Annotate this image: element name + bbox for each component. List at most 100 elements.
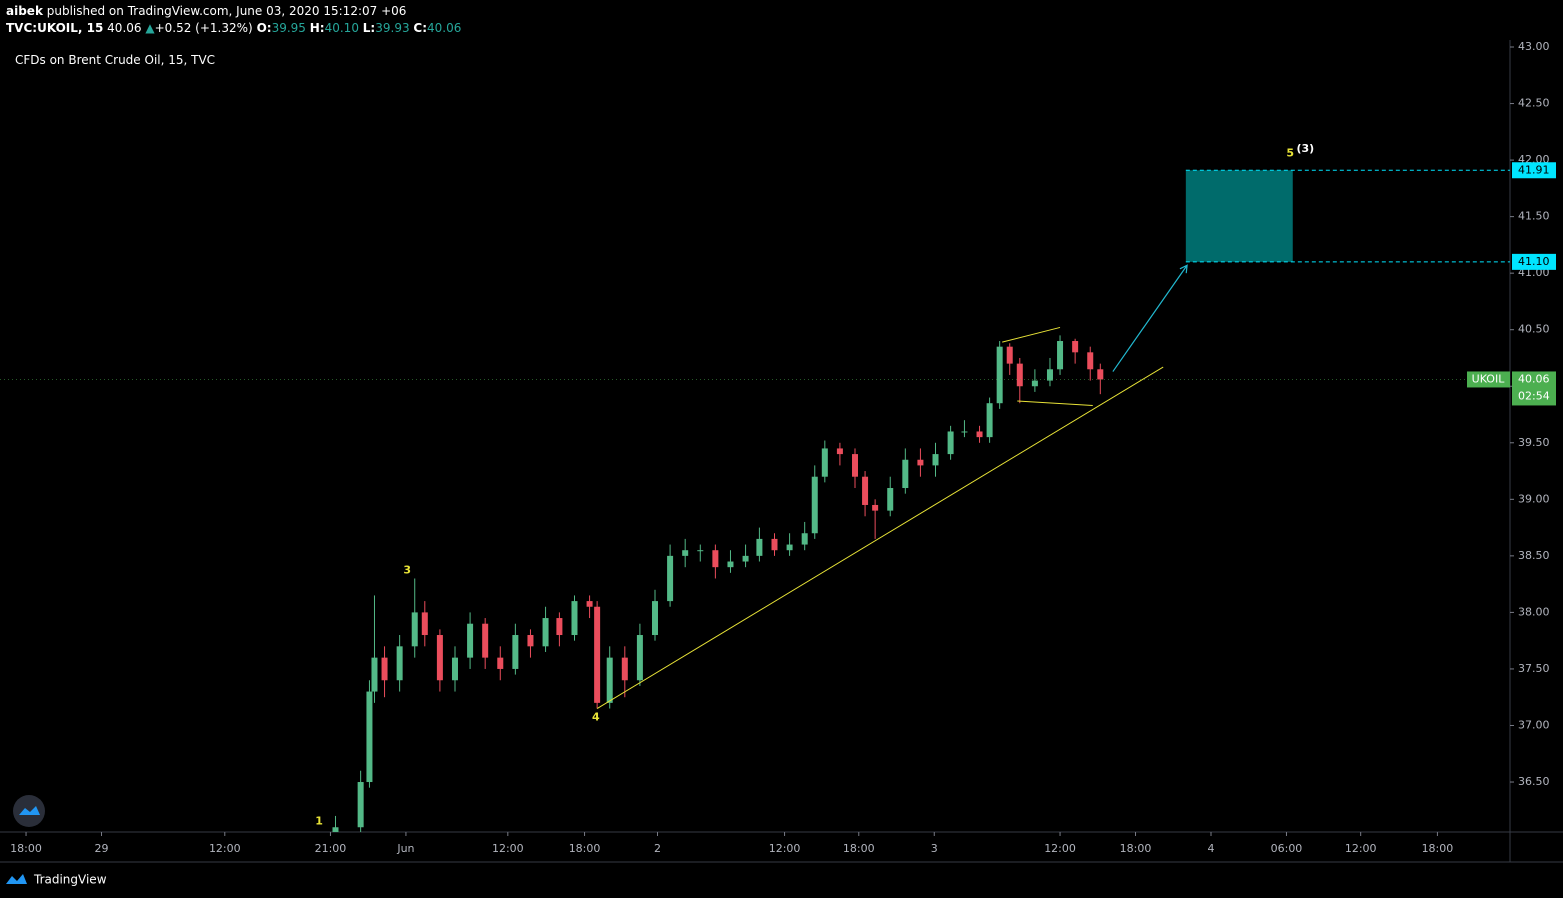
- y-tick-label: 38.50: [1518, 549, 1550, 562]
- author: aibek: [6, 4, 43, 18]
- candle-body: [947, 431, 954, 455]
- candle-body: [821, 448, 828, 477]
- candle-body: [862, 476, 869, 505]
- candle-body: [1072, 341, 1079, 353]
- candle-body: [527, 635, 534, 647]
- x-tick-label: 21:00: [315, 842, 347, 855]
- symbol: TVC:UKOIL, 15: [6, 21, 104, 35]
- candle-body: [512, 635, 519, 669]
- price-tag-label: 40.06: [1518, 372, 1550, 385]
- c: 40.06: [427, 21, 462, 35]
- candle-body: [497, 657, 504, 669]
- candle-body: [381, 657, 388, 681]
- o: 39.95: [271, 21, 306, 35]
- wave-label: 4: [592, 711, 600, 724]
- candle-body: [436, 635, 443, 681]
- o-label: O:: [256, 21, 272, 35]
- x-tick-label: 12:00: [209, 842, 241, 855]
- arrow: ▲: [145, 21, 155, 35]
- legend: CFDs on Brent Crude Oil, 15, TVC: [15, 53, 216, 67]
- c-label: C:: [413, 21, 428, 35]
- header-line: aibek published on TradingView.com, June…: [6, 4, 406, 18]
- candle-body: [451, 657, 458, 681]
- published: published on TradingView.com, June 03, 2…: [46, 4, 407, 18]
- x-tick-label: 12:00: [492, 842, 524, 855]
- price-tag: [1512, 162, 1556, 179]
- candle-body: [811, 476, 818, 534]
- y-tick-label: 41.50: [1518, 210, 1550, 223]
- symbol-tag: [1467, 371, 1510, 388]
- arrow: [1112, 264, 1188, 372]
- change: +0.52 (+1.32%): [154, 21, 253, 35]
- y-tick-label: 36.50: [1518, 775, 1550, 788]
- candle-body: [852, 454, 859, 477]
- candle-body: [586, 601, 593, 607]
- countdown-label: 02:54: [1518, 389, 1550, 402]
- candle-body: [571, 601, 578, 636]
- candle-body: [697, 550, 704, 552]
- symbol-tag-label: UKOIL: [1472, 372, 1506, 385]
- candle-body: [872, 504, 879, 511]
- candle-body: [1046, 369, 1053, 381]
- x-tick-label: 3: [931, 842, 938, 855]
- y-tick-label: 39.00: [1518, 492, 1550, 505]
- candle-body: [556, 618, 563, 636]
- candle-body: [1057, 341, 1064, 370]
- candle-body: [371, 657, 378, 692]
- y-tick-label: 38.00: [1518, 605, 1550, 618]
- candle-body: [542, 618, 549, 647]
- candle-body: [606, 657, 613, 703]
- candle-body: [396, 646, 403, 681]
- candle-body: [667, 555, 674, 602]
- candle-body: [986, 403, 993, 438]
- x-tick-label: 12:00: [1345, 842, 1377, 855]
- candle-body: [366, 691, 373, 783]
- price-tag: [1512, 371, 1556, 406]
- candle-body: [636, 635, 643, 681]
- y-tick-label: 40.50: [1518, 323, 1550, 336]
- x-tick-label: 06:00: [1271, 842, 1303, 855]
- price-tag-label: 41.91: [1518, 163, 1550, 176]
- l: 39.93: [375, 21, 410, 35]
- candle-body: [771, 538, 778, 551]
- footer-logo: [6, 874, 27, 884]
- candle-body: [1016, 363, 1023, 387]
- y-tick-label: 39.50: [1518, 436, 1550, 449]
- candle-body: [996, 346, 1003, 404]
- candle-body: [682, 550, 689, 556]
- l-label: L:: [362, 21, 376, 35]
- candle-body: [357, 782, 364, 828]
- candle-body: [742, 555, 749, 562]
- plot-area: 1 3 4 5 (3): [315, 142, 1314, 832]
- candle-body: [421, 612, 428, 636]
- candle-body: [786, 544, 793, 551]
- x-tick-label: 18:00: [1422, 842, 1454, 855]
- candle-body: [1087, 352, 1094, 370]
- candle-body: [976, 431, 983, 438]
- x-tick-label: 12:00: [1044, 842, 1076, 855]
- candle-body: [1097, 369, 1104, 380]
- candle-body: [332, 827, 339, 832]
- logo[interactable]: [13, 795, 45, 827]
- h-label: H:: [309, 21, 325, 35]
- candle-body: [902, 459, 909, 489]
- wave-label: 5: [1286, 146, 1294, 159]
- x-tick-label: 4: [1207, 842, 1214, 855]
- candle-body: [482, 623, 489, 658]
- wave-label: 3: [403, 564, 411, 577]
- candle-body: [961, 431, 968, 433]
- candle-body: [801, 533, 808, 545]
- wave-label: 1: [315, 815, 323, 828]
- candle-body: [756, 538, 763, 556]
- candle-body: [836, 448, 843, 455]
- price-tag: [1512, 253, 1556, 270]
- candle-body: [621, 657, 628, 681]
- x-tick-label: Jun: [396, 842, 414, 855]
- candle-body: [594, 606, 601, 703]
- x-tick-label: 12:00: [769, 842, 801, 855]
- candle-body: [1031, 380, 1038, 387]
- candle-body: [887, 488, 894, 511]
- candle-body: [712, 550, 719, 568]
- x-tick-label: 29: [95, 842, 109, 855]
- y-tick-label: 37.00: [1518, 718, 1550, 731]
